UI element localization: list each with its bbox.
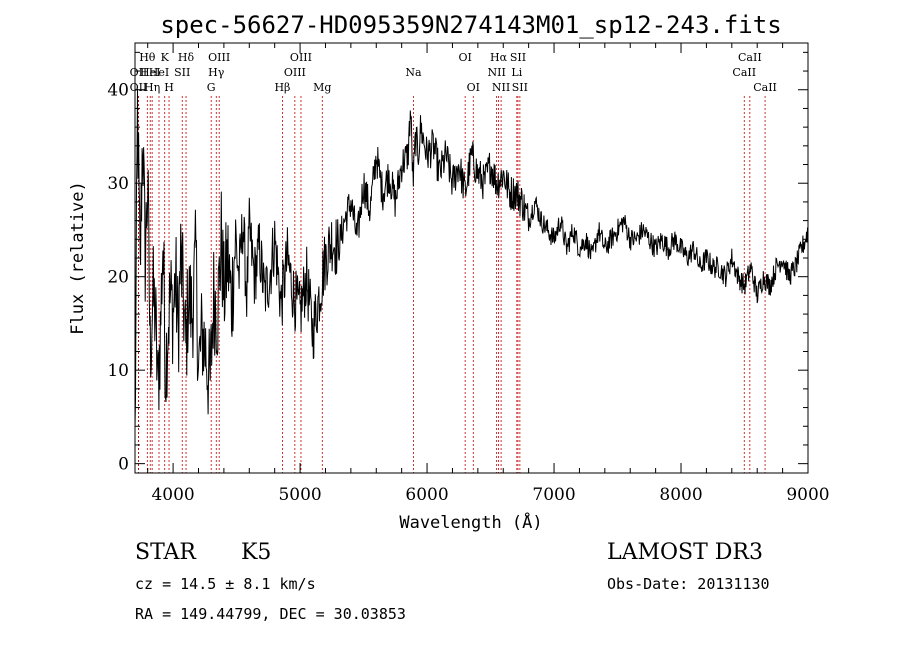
line-marker-label-28: CaII [753,81,777,94]
line-marker-label-18: OI [458,51,471,64]
redshift-text: cz = 14.5 ± 8.1 km/s [135,575,316,593]
y-tick-label-30: 30 [107,174,129,194]
line-marker-label-5: HeI [149,66,169,79]
x-axis-label: Wavelength (Å) [399,511,542,533]
x-axis-ticks: 4000 5000 6000 7000 8000 9000 [147,43,830,505]
line-marker-label-6: K [161,51,170,64]
y-tick-label-20: 20 [107,268,129,288]
line-marker-label-13: Hβ [274,81,290,94]
line-marker-label-16: Mg [313,81,331,94]
line-marker-label-15: OIII [290,51,312,64]
line-marker-label-4: Hη [144,81,160,94]
x-tick-label-4000: 4000 [151,485,194,505]
x-tick-label-7000: 7000 [532,485,575,505]
x-tick-label-5000: 5000 [278,485,321,505]
spectrum-line [134,88,809,428]
line-marker-label-14: OIII [284,66,306,79]
y-axis-label: Flux (relative) [68,181,88,335]
y-axis-ticks: 0 10 20 30 40 [107,51,808,475]
line-marker-label-10: G [207,81,216,94]
x-tick-label-8000: 8000 [659,485,702,505]
line-marker-label-20: NII [487,66,505,79]
line-marker-label-0: OII [130,66,148,79]
line-marker-label-26: CaII [732,66,756,79]
line-marker-label-17: Na [405,66,422,79]
survey-name: LAMOST DR3 [607,540,763,565]
line-marker-label-21: Hα [490,51,508,64]
spectrum-series [134,88,809,428]
line-marker-label-8: SII [174,66,190,79]
line-marker-label-23: Li [511,66,522,79]
coordinates-text: RA = 149.44799, DEC = 30.03853 [135,605,406,623]
y-tick-label-0: 0 [118,455,129,475]
line-marker-label-2: Hθ [139,51,156,64]
line-marker-label-27: CaII [738,51,762,64]
line-marker-label-3: HeI [140,66,160,79]
line-marker-label-24: SII [510,51,526,64]
line-marker-label-19: OI [467,81,480,94]
x-tick-label-6000: 6000 [405,485,448,505]
line-marker-label-11: Hγ [208,66,225,79]
line-marker-label-22: NII [492,81,510,94]
chart-title: spec-56627-HD095359N274143M01_sp12-243.f… [160,11,781,39]
line-marker-label-7: H [164,81,174,94]
line-marker-label-12: OIII [208,51,230,64]
line-marker-label-1: OII [130,81,148,94]
line-marker-label-25: SII [512,81,528,94]
observation-date: Obs-Date: 20131130 [607,575,770,593]
object-class: STAR [135,540,197,565]
y-tick-label-10: 10 [107,361,129,381]
y-tick-label-40: 40 [107,81,129,101]
object-subclass: K5 [241,540,271,565]
x-tick-label-9000: 9000 [786,485,829,505]
line-marker-label-9: Hδ [178,51,195,64]
